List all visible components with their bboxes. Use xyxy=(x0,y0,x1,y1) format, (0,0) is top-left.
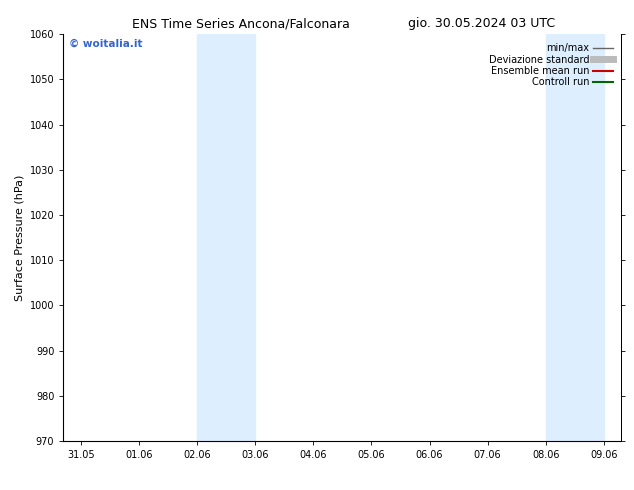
Legend: min/max, Deviazione standard, Ensemble mean run, Controll run: min/max, Deviazione standard, Ensemble m… xyxy=(485,39,616,91)
Y-axis label: Surface Pressure (hPa): Surface Pressure (hPa) xyxy=(14,174,24,301)
Bar xyxy=(546,34,604,441)
Text: © woitalia.it: © woitalia.it xyxy=(69,38,143,49)
Text: gio. 30.05.2024 03 UTC: gio. 30.05.2024 03 UTC xyxy=(408,17,555,30)
Bar xyxy=(197,34,255,441)
Text: ENS Time Series Ancona/Falconara: ENS Time Series Ancona/Falconara xyxy=(132,17,350,30)
